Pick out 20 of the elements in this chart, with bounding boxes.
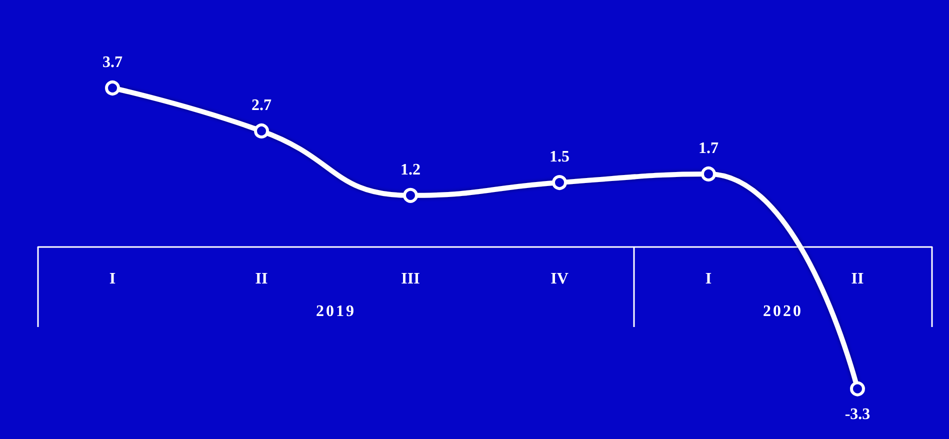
point <box>105 80 120 96</box>
data-label: 1.7 <box>698 140 718 157</box>
data-label: 1.5 <box>550 148 570 166</box>
data-label: 1.2 <box>400 161 420 178</box>
x-tick-label: I <box>705 270 712 288</box>
point <box>701 166 716 182</box>
data-label: 2.7 <box>252 96 272 114</box>
annotation: 2019 <box>316 303 356 321</box>
x-tick-label: II <box>851 270 864 288</box>
data-label: 3.7 <box>102 54 122 71</box>
point <box>850 381 865 396</box>
x-tick-label: III <box>401 270 420 288</box>
point <box>403 188 418 203</box>
data-label: -3.3 <box>844 406 870 423</box>
point <box>552 175 567 190</box>
annotation: 2020 <box>763 303 803 321</box>
point <box>254 123 269 138</box>
x-tick-label: II <box>255 270 268 288</box>
x-tick-label: I <box>109 270 116 288</box>
x-tick-label: IV <box>550 270 569 288</box>
